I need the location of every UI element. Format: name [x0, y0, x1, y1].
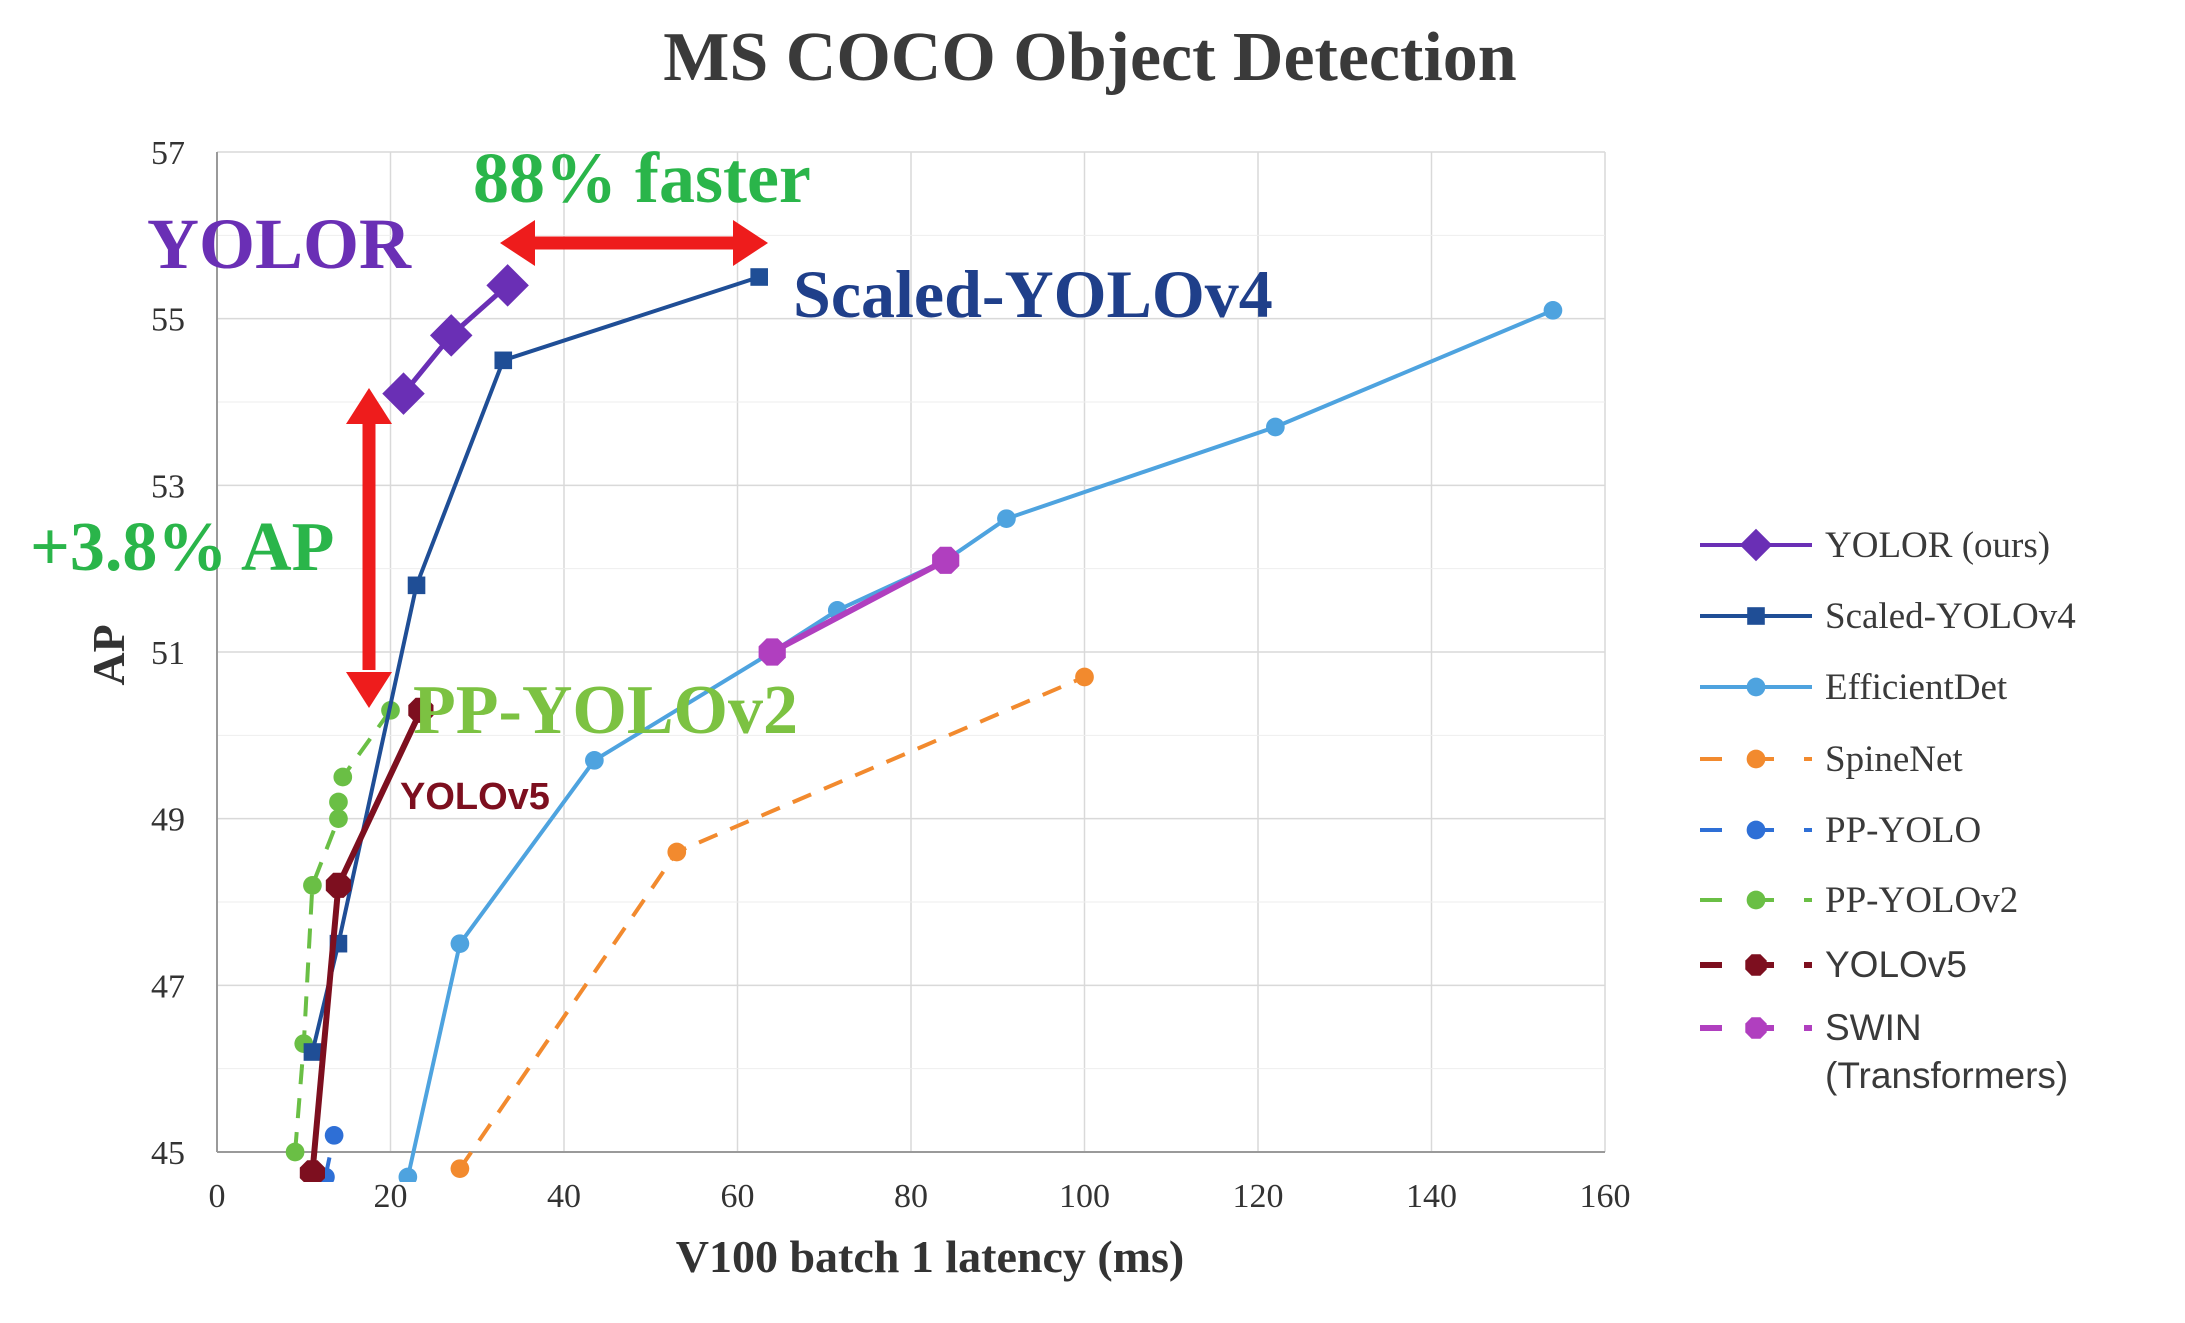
- legend-swatch-marker: [1746, 677, 1766, 697]
- data-point: [324, 1125, 344, 1145]
- legend-entry: YOLOv5: [1700, 944, 1967, 985]
- gridlines: [217, 151, 1606, 1152]
- x-tick-label: 100: [1059, 1178, 1110, 1215]
- data-point: [303, 1043, 322, 1061]
- legend-swatch-marker: [1746, 820, 1766, 840]
- legend-entry: PP-YOLOv2: [1700, 880, 2018, 921]
- y-tick-label: 51: [151, 635, 185, 672]
- annotation-88-faster: 88% faster: [473, 138, 811, 218]
- legend-label: SpineNet: [1825, 739, 1963, 780]
- data-point: [1543, 300, 1563, 320]
- series-line: [770, 557, 948, 655]
- legend-swatch-marker: [1745, 954, 1767, 976]
- x-tick-label: 120: [1233, 1178, 1284, 1215]
- series-yolor-ours: [382, 264, 529, 415]
- axes: [216, 152, 1605, 1153]
- data-point: [429, 314, 473, 357]
- y-tick-labels: 45 47 49 51 53 55 57: [151, 135, 185, 1172]
- annotation-ap-gain: +3.8% AP: [30, 509, 334, 586]
- data-point: [758, 638, 786, 666]
- legend-swatch-marker: [1745, 1017, 1767, 1039]
- x-tick-label: 80: [894, 1178, 928, 1215]
- series-line: [458, 675, 1086, 1170]
- series-swin-transformers: [758, 546, 960, 666]
- annotation-scaled-yolov4: Scaled-YOLOv4: [793, 256, 1273, 332]
- legend-entry: YOLOR (ours): [1700, 525, 2050, 566]
- x-tick-labels: 0 20 40 60 80 100 120 140 160: [209, 1178, 1631, 1215]
- legend-entry: EfficientDet: [1700, 667, 2008, 708]
- data-point: [997, 509, 1016, 529]
- legend-label: YOLOR (ours): [1825, 525, 2050, 566]
- x-tick-label: 60: [721, 1178, 755, 1215]
- legend-label: EfficientDet: [1825, 667, 2008, 708]
- data-point: [325, 872, 352, 898]
- annotation-yolor: YOLOR: [147, 204, 412, 284]
- x-tick-label: 40: [547, 1178, 581, 1215]
- data-point: [398, 1167, 418, 1182]
- series-spinenet: [450, 667, 1094, 1179]
- legend-entry: Scaled-YOLOv4: [1700, 596, 2076, 637]
- legend-swatch-marker: [1739, 528, 1773, 562]
- y-tick-label: 49: [151, 802, 185, 839]
- data-point: [407, 576, 426, 595]
- legend-label: PP-YOLO: [1825, 810, 1981, 851]
- data-point: [299, 1160, 325, 1182]
- data-point: [1075, 667, 1094, 687]
- data-point: [408, 697, 434, 723]
- data-point: [303, 875, 322, 895]
- y-tick-label: 45: [151, 1135, 185, 1172]
- annotation-pp-yolov2: PP-YOLOv2: [413, 672, 798, 749]
- y-tick-label: 47: [151, 968, 185, 1005]
- legend: YOLOR (ours) Scaled-YOLOv4 EfficientDet Spi…: [1700, 525, 2076, 1096]
- legend-entry: SpineNet: [1700, 739, 1963, 780]
- y-axis-label: AP: [83, 624, 134, 685]
- data-point: [667, 842, 687, 862]
- data-point: [486, 264, 529, 307]
- chart-title: MS COCO Object Detection: [663, 19, 1516, 96]
- legend-swatch-marker: [1746, 749, 1766, 769]
- data-point: [1266, 417, 1285, 437]
- accuracy-arrow: [346, 388, 392, 708]
- legend-entry: SWIN (Transformers): [1700, 1007, 2068, 1096]
- data-point: [329, 809, 348, 829]
- x-tick-label: 20: [374, 1178, 408, 1215]
- data-point: [450, 934, 470, 954]
- legend-label: YOLOv5: [1825, 944, 1967, 985]
- annotation-yolov5: YOLOv5: [400, 776, 550, 818]
- x-tick-label: 140: [1406, 1178, 1457, 1215]
- x-axis-label: V100 batch 1 latency (ms): [676, 1231, 1185, 1282]
- data-point: [285, 1142, 305, 1162]
- speed-arrow: [500, 220, 768, 266]
- legend-swatch-marker: [1746, 890, 1766, 910]
- series-line: [310, 275, 760, 1053]
- legend-label: SWIN (Transformers): [1825, 1007, 2068, 1096]
- series-layer: [285, 264, 1563, 1182]
- x-tick-label: 0: [209, 1178, 226, 1215]
- legend-label: Scaled-YOLOv4: [1825, 596, 2076, 637]
- data-point: [494, 351, 513, 370]
- data-point: [750, 268, 768, 286]
- legend-entry: PP-YOLO: [1700, 810, 1981, 851]
- data-point: [329, 792, 348, 812]
- data-point: [333, 767, 353, 787]
- y-tick-label: 55: [151, 302, 185, 339]
- y-tick-label: 57: [151, 135, 185, 172]
- x-tick-label: 160: [1580, 1178, 1631, 1215]
- legend-swatch-marker: [1747, 607, 1765, 625]
- data-point: [382, 372, 425, 415]
- data-point: [450, 1159, 470, 1179]
- data-point: [932, 546, 960, 574]
- data-point: [585, 750, 604, 770]
- series-yolov5: [299, 697, 434, 1182]
- y-tick-label: 53: [151, 468, 185, 505]
- legend-label: PP-YOLOv2: [1825, 880, 2018, 921]
